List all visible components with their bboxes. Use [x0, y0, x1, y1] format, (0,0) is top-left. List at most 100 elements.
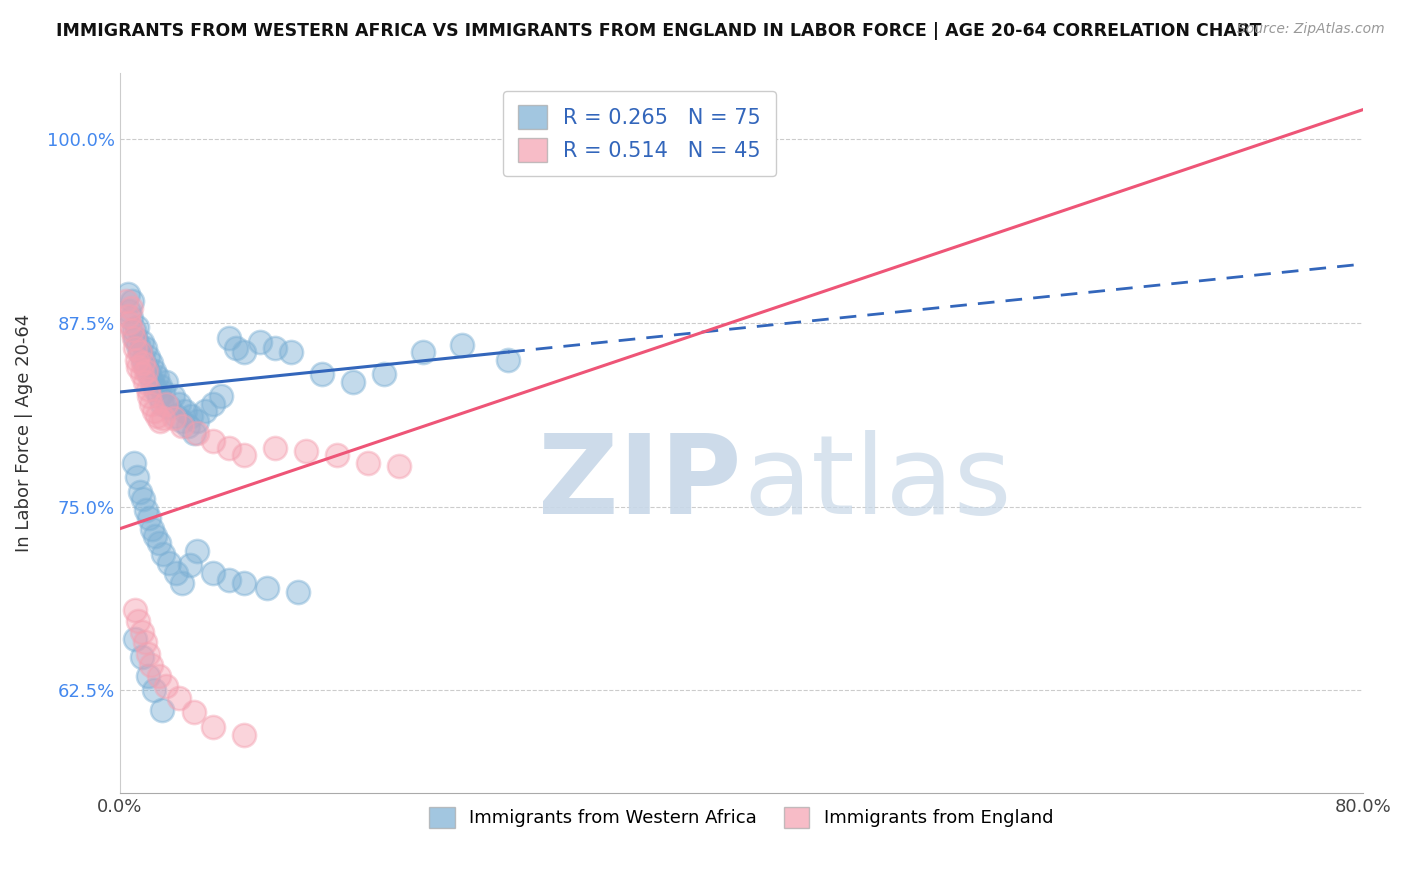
Point: [139, 658, 162, 673]
Point: [149, 414, 172, 428]
Point: [170, 414, 193, 428]
Point: [127, 338, 149, 352]
Point: [170, 418, 193, 433]
Point: [373, 368, 395, 382]
Point: [186, 543, 208, 558]
Point: [162, 389, 184, 403]
Point: [124, 341, 146, 355]
Point: [139, 397, 162, 411]
Point: [165, 566, 187, 580]
Point: [120, 311, 142, 326]
Text: IMMIGRANTS FROM WESTERN AFRICA VS IMMIGRANTS FROM ENGLAND IN LABOR FORCE | AGE 2: IMMIGRANTS FROM WESTERN AFRICA VS IMMIGR…: [56, 22, 1261, 40]
Point: [136, 669, 159, 683]
Point: [225, 341, 247, 355]
Point: [138, 368, 160, 382]
Point: [139, 355, 162, 369]
Point: [150, 702, 173, 716]
Point: [132, 355, 155, 369]
Point: [132, 492, 155, 507]
Point: [149, 379, 172, 393]
Point: [129, 345, 152, 359]
Point: [233, 345, 256, 359]
Point: [388, 458, 411, 473]
Point: [129, 485, 152, 500]
Point: [131, 649, 153, 664]
Point: [131, 334, 153, 349]
Point: [311, 368, 333, 382]
Point: [138, 511, 160, 525]
Point: [201, 566, 224, 580]
Y-axis label: In Labor Force | Age 20-64: In Labor Force | Age 20-64: [15, 314, 32, 552]
Point: [125, 320, 148, 334]
Point: [155, 679, 177, 693]
Point: [201, 434, 224, 448]
Point: [122, 456, 145, 470]
Point: [124, 330, 146, 344]
Point: [170, 576, 193, 591]
Point: [125, 470, 148, 484]
Legend: Immigrants from Western Africa, Immigrants from England: Immigrants from Western Africa, Immigran…: [422, 799, 1060, 835]
Point: [131, 624, 153, 639]
Point: [136, 350, 159, 364]
Point: [233, 448, 256, 462]
Point: [152, 411, 174, 425]
Point: [264, 441, 287, 455]
Point: [142, 683, 165, 698]
Point: [412, 345, 434, 359]
Point: [148, 669, 170, 683]
Point: [167, 397, 190, 411]
Point: [287, 585, 309, 599]
Point: [135, 359, 157, 374]
Point: [148, 536, 170, 550]
Point: [233, 576, 256, 591]
Point: [134, 341, 156, 355]
Point: [136, 382, 159, 396]
Point: [194, 404, 217, 418]
Point: [131, 368, 153, 382]
Point: [141, 522, 163, 536]
Point: [152, 547, 174, 561]
Point: [177, 418, 200, 433]
Point: [127, 615, 149, 629]
Point: [186, 426, 208, 441]
Point: [122, 323, 145, 337]
Point: [117, 286, 139, 301]
Point: [142, 404, 165, 418]
Point: [118, 304, 141, 318]
Text: atlas: atlas: [744, 430, 1012, 537]
Point: [122, 330, 145, 344]
Text: ZIP: ZIP: [538, 430, 741, 537]
Point: [115, 293, 138, 308]
Point: [179, 558, 201, 573]
Point: [124, 632, 146, 646]
Point: [155, 397, 177, 411]
Point: [132, 352, 155, 367]
Point: [183, 706, 205, 720]
Point: [124, 602, 146, 616]
Point: [163, 411, 186, 425]
Point: [146, 370, 169, 384]
Point: [150, 397, 173, 411]
Point: [121, 293, 143, 308]
Point: [180, 409, 202, 423]
Point: [218, 441, 240, 455]
Point: [134, 375, 156, 389]
Point: [135, 364, 157, 378]
Point: [135, 502, 157, 516]
Point: [342, 375, 364, 389]
Point: [129, 345, 152, 359]
Point: [174, 404, 197, 418]
Point: [152, 384, 174, 399]
Point: [295, 443, 318, 458]
Point: [159, 556, 181, 570]
Point: [138, 389, 160, 403]
Point: [186, 414, 208, 428]
Point: [233, 727, 256, 741]
Point: [146, 409, 169, 423]
Point: [155, 375, 177, 389]
Point: [145, 529, 167, 543]
Point: [249, 334, 271, 349]
Point: [141, 375, 163, 389]
Point: [165, 409, 187, 423]
Point: [118, 316, 141, 330]
